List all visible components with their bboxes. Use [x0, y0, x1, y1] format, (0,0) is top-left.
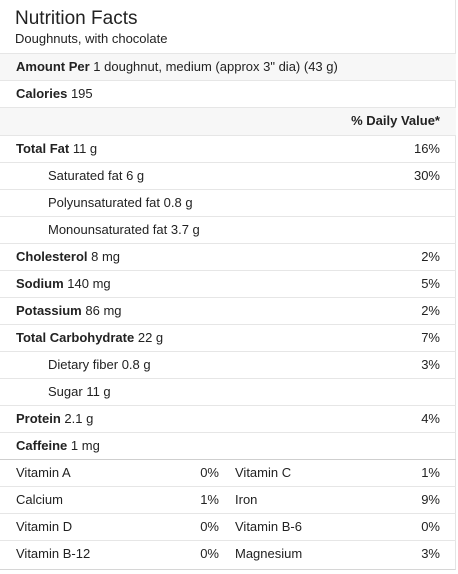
nutrient-row-saturated-fat: Saturated fat 6 g 30% [0, 162, 456, 189]
nutrient-amount: 1 mg [70, 438, 100, 453]
vitamin-row: Vitamin A 0% Vitamin C 1% [0, 459, 456, 486]
nutrient-label: Sugar [48, 384, 83, 399]
nutrient-amount: 11 g [86, 384, 111, 399]
nutrient-row-caffeine: Caffeine 1 mg [0, 432, 456, 459]
nutrient-amount: 22 g [137, 330, 164, 345]
nutrient-label: Caffeine [16, 438, 68, 453]
nutrient-label: Dietary fiber [48, 357, 119, 372]
vitamin-name: Magnesium [235, 546, 303, 561]
vitamin-daily-value: 9% [421, 492, 440, 507]
food-name: Doughnuts, with chocolate [15, 31, 168, 46]
nutrient-row-total-fat: Total Fat 11 g 16% [0, 135, 456, 162]
serving-size-row: Amount Per 1 doughnut, medium (approx 3"… [0, 53, 456, 80]
nutrient-row-sugar: Sugar 11 g [0, 378, 456, 405]
vitamin-daily-value: 3% [421, 546, 440, 561]
nutrient-amount: 0.8 g [163, 195, 193, 210]
nutrient-daily-value: 2% [421, 303, 440, 318]
vitamin-name: Vitamin A [16, 465, 71, 480]
nutrient-label: Total Carbohydrate [16, 330, 135, 345]
nutrient-daily-value: 7% [421, 330, 440, 345]
calories-label: Calories [16, 86, 68, 101]
nutrient-daily-value: 5% [421, 276, 440, 291]
vitamin-name: Vitamin B-12 [16, 546, 91, 561]
nutrient-daily-value: 2% [421, 249, 440, 264]
nutrient-amount: 3.7 g [170, 222, 200, 237]
vitamin-name: Calcium [16, 492, 63, 507]
nutrient-label: Sodium [16, 276, 64, 291]
nutrient-amount: 6 g [126, 168, 145, 183]
nutrient-row-polyunsaturated-fat: Polyunsaturated fat 0.8 g [0, 189, 456, 216]
nutrient-amount: 0.8 g [121, 357, 151, 372]
vitamin-row: Calcium 1% Iron 9% [0, 486, 456, 513]
nutrient-daily-value: 3% [421, 357, 440, 372]
daily-value-header-row: % Daily Value* [0, 107, 456, 135]
nutrient-row-potassium: Potassium 86 mg 2% [0, 297, 456, 324]
nutrient-row-total-carbohydrate: Total Carbohydrate 22 g 7% [0, 324, 456, 351]
panel-title: Nutrition Facts [15, 8, 138, 29]
nutrient-label: Protein [16, 411, 61, 426]
nutrient-amount: 140 mg [67, 276, 111, 291]
vitamin-name: Vitamin C [235, 465, 292, 480]
calories-value: 195 [70, 86, 93, 101]
nutrition-header: Nutrition Facts Doughnuts, with chocolat… [15, 8, 445, 47]
vitamin-name: Iron [235, 492, 258, 507]
vitamin-name: Vitamin D [16, 519, 73, 534]
nutrient-row-dietary-fiber: Dietary fiber 0.8 g 3% [0, 351, 456, 378]
nutrient-label: Cholesterol [16, 249, 88, 264]
nutrient-amount: 2.1 g [64, 411, 94, 426]
nutrient-row-protein: Protein 2.1 g 4% [0, 405, 456, 432]
nutrient-label: Total Fat [16, 141, 70, 156]
vitamin-daily-value: 1% [200, 492, 219, 507]
serving-size-value: 1 doughnut, medium (approx 3" dia) (43 g… [93, 59, 338, 74]
nutrient-row-cholesterol: Cholesterol 8 mg 2% [0, 243, 456, 270]
calories-row: Calories 195 [0, 80, 456, 107]
vitamin-row: Vitamin B-12 0% Magnesium 3% [0, 540, 456, 567]
nutrient-daily-value: 30% [413, 168, 440, 183]
nutrient-amount: 8 mg [91, 249, 121, 264]
nutrient-row-sodium: Sodium 140 mg 5% [0, 270, 456, 297]
nutrient-label: Potassium [16, 303, 82, 318]
vitamin-daily-value: 0% [421, 519, 440, 534]
nutrient-amount: 86 mg [85, 303, 122, 318]
vitamin-row: Vitamin D 0% Vitamin B-6 0% [0, 513, 456, 540]
nutrient-daily-value: 4% [421, 411, 440, 426]
amount-per-label: Amount Per [16, 59, 90, 74]
nutrient-row-monounsaturated-fat: Monounsaturated fat 3.7 g [0, 216, 456, 243]
vitamin-name: Vitamin B-6 [235, 519, 302, 534]
vitamin-daily-value: 1% [421, 465, 440, 480]
nutrient-amount: 11 g [72, 141, 98, 156]
vitamin-daily-value: 0% [200, 519, 219, 534]
vitamin-daily-value: 0% [200, 546, 219, 561]
daily-value-header: % Daily Value* [351, 113, 440, 128]
nutrient-label: Polyunsaturated fat [48, 195, 161, 210]
nutrient-label: Monounsaturated fat [48, 222, 168, 237]
vitamin-daily-value: 0% [200, 465, 219, 480]
nutrient-daily-value: 16% [413, 141, 440, 156]
nutrient-label: Saturated fat [48, 168, 123, 183]
